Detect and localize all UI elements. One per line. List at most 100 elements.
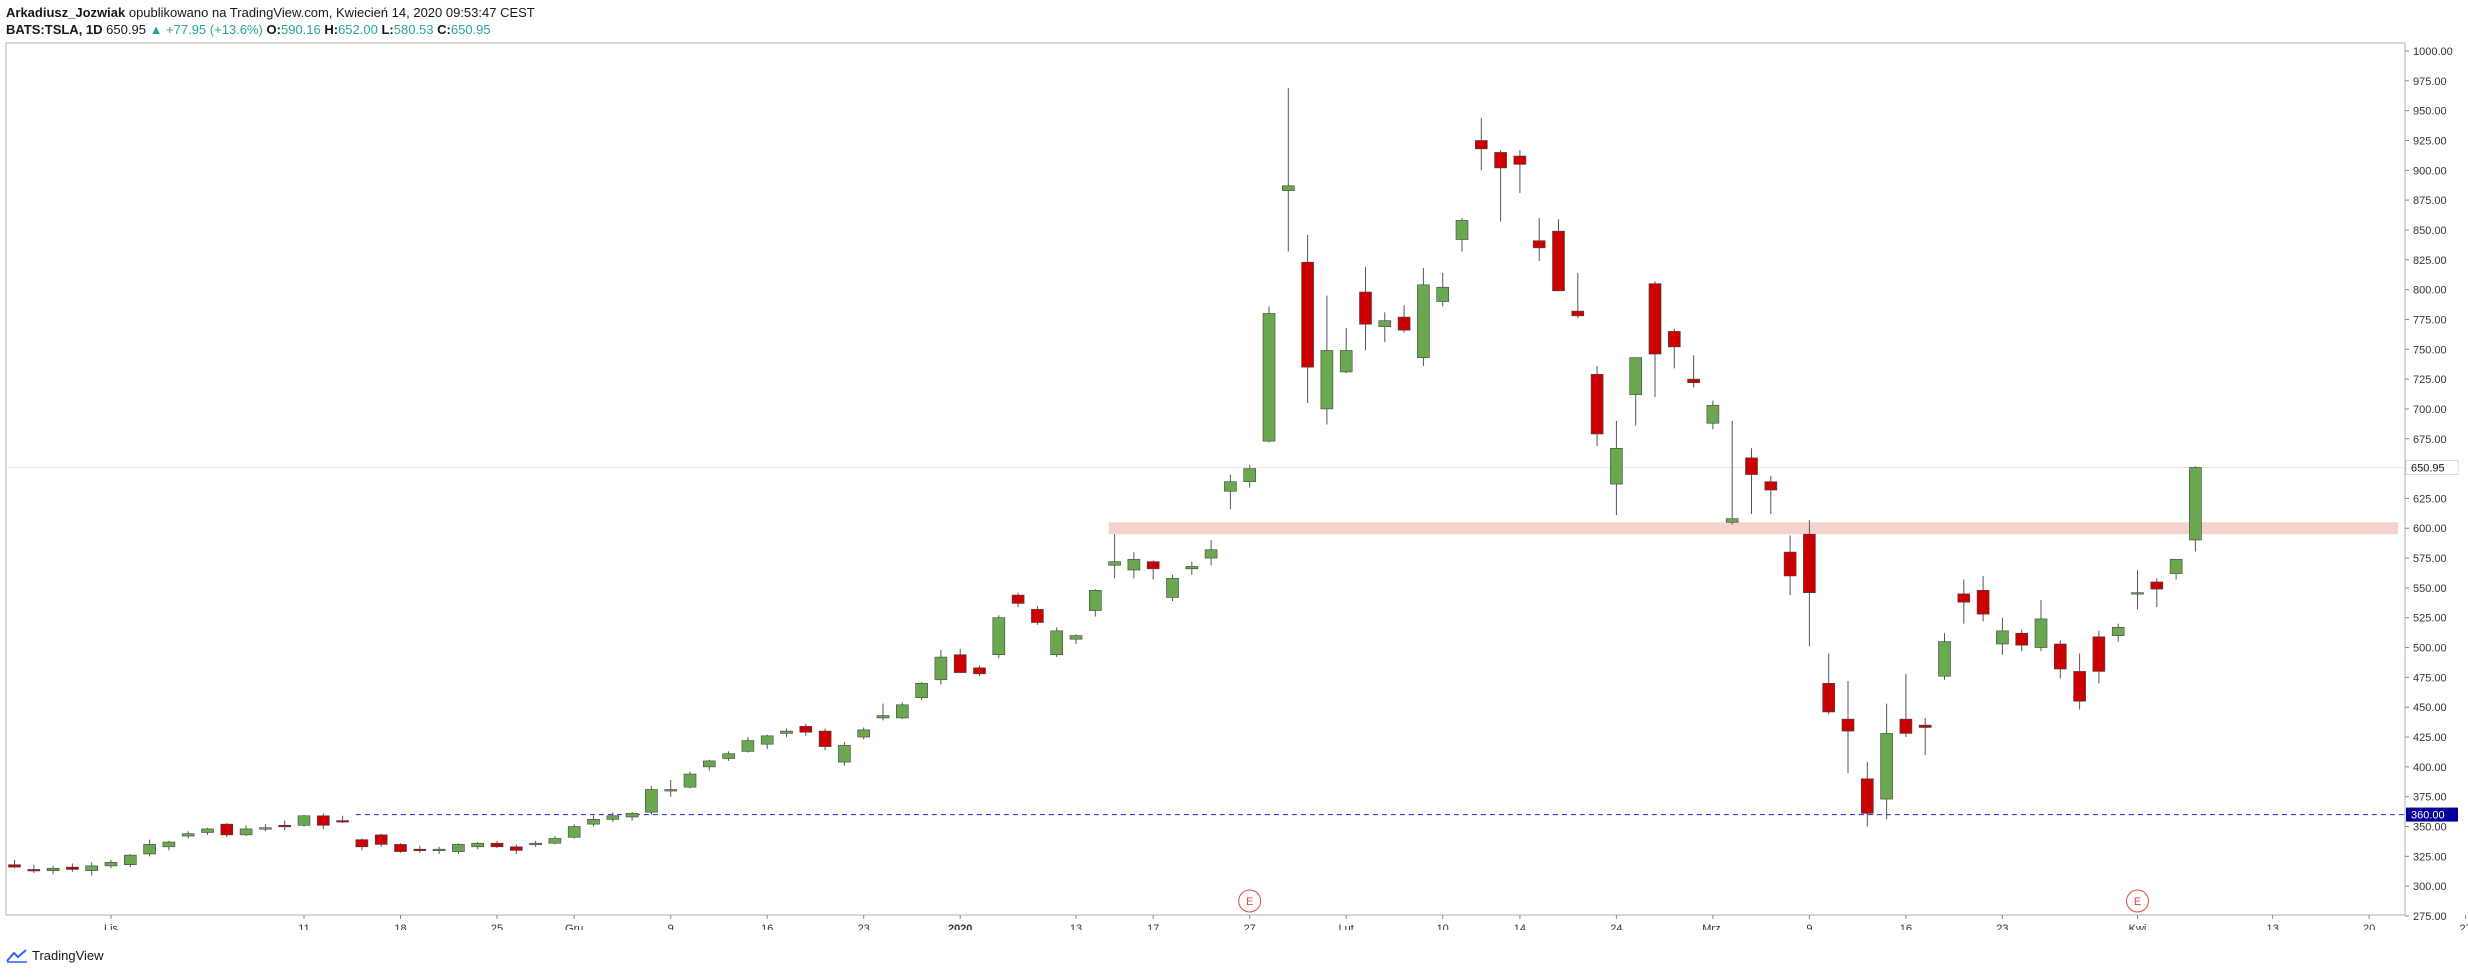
- support-price-tag: [2406, 807, 2458, 822]
- candle-up: [702, 760, 716, 768]
- candle-down: [2073, 671, 2086, 702]
- candle-up: [1629, 357, 1642, 395]
- candle-up: [1224, 481, 1237, 492]
- candle-down: [1957, 593, 1971, 603]
- y-tick-label: 375.00: [2413, 792, 2447, 804]
- candle-down: [1475, 140, 1488, 150]
- candle-up: [683, 773, 697, 788]
- candle-down: [1011, 594, 1025, 604]
- earnings-marker: [1238, 889, 1262, 913]
- candlestick-chart[interactable]: 1000.00 975.00 950.00 925.00 900.00 875.00 850…: [0, 0, 2468, 930]
- candle-up: [567, 826, 581, 838]
- y-tick-label: 850.00: [2413, 225, 2447, 237]
- candle-down: [66, 866, 79, 870]
- x-tick-label: 11: [298, 923, 309, 930]
- candle-up: [1455, 220, 1469, 240]
- candle-up: [838, 745, 851, 763]
- candle-down: [973, 667, 986, 675]
- candle-up: [1339, 350, 1353, 373]
- chart-header: Arkadiusz_Jozwiak opublikowano na Tradin…: [6, 4, 535, 38]
- symbol-info: BATS:TSLA, 1D 650.95 ▲ +77.95 (+13.6%) O…: [6, 21, 535, 38]
- candle-up: [992, 617, 1006, 656]
- y-tick-label: 525.00: [2413, 613, 2447, 625]
- candle-down: [1841, 718, 1855, 732]
- candle-up: [259, 827, 272, 830]
- candle-down: [1571, 310, 1585, 317]
- x-tick-label: 18: [394, 923, 406, 930]
- publish-info: Arkadiusz_Jozwiak opublikowano na Tradin…: [6, 4, 535, 21]
- candle-down: [2150, 581, 2164, 590]
- earnings-marker: [2126, 889, 2149, 913]
- candle-down: [1764, 481, 1778, 491]
- close-value: 650.95: [450, 22, 491, 37]
- x-tick-label: 23: [1996, 923, 2008, 930]
- candle-down: [1861, 778, 1874, 814]
- candle-up: [46, 867, 60, 871]
- candle-up: [857, 729, 871, 738]
- candle-up: [1185, 566, 1199, 570]
- candle-down: [1976, 589, 1990, 615]
- y-tick-label: 775.00: [2413, 314, 2447, 326]
- candle-up: [760, 735, 774, 745]
- candle-down: [1822, 683, 1835, 713]
- candle-down: [336, 820, 349, 823]
- close-label: C:: [437, 22, 451, 37]
- last-price-label: 650.95: [2411, 462, 2445, 474]
- candle-up: [529, 842, 542, 846]
- y-tick-label: 450.00: [2413, 702, 2447, 714]
- y-tick-label: 925.00: [2413, 135, 2447, 147]
- footer-brand[interactable]: TradingView: [6, 948, 104, 963]
- candle-up: [2131, 592, 2144, 595]
- candle-down: [1899, 718, 1913, 734]
- candle-up: [1996, 630, 2009, 645]
- y-tick-label: 500.00: [2413, 643, 2447, 655]
- last-price-tag: [2405, 460, 2459, 475]
- candle-down: [355, 839, 369, 848]
- x-tick-label: 24: [1610, 923, 1622, 930]
- candle-down: [1494, 152, 1507, 169]
- candle-up: [1262, 313, 1276, 442]
- support-price-label: 360.00: [2411, 810, 2445, 822]
- x-tick-label: Kwi: [2129, 923, 2147, 930]
- open-label: O:: [266, 22, 281, 37]
- candle-up: [432, 848, 446, 851]
- candle-down: [799, 725, 813, 733]
- x-tick-label: 27: [1244, 923, 1256, 930]
- y-tick-label: 600.00: [2413, 523, 2447, 535]
- symbol-label: BATS:TSLA, 1D: [6, 22, 103, 37]
- x-tick-label: Mrz.: [1702, 923, 1723, 930]
- y-tick-label: 475.00: [2413, 672, 2447, 684]
- candle-up: [1050, 630, 1063, 656]
- candle-down: [490, 842, 504, 848]
- x-tick-label: 20: [2363, 923, 2375, 930]
- candle-down: [1532, 240, 1546, 249]
- candle-down: [1783, 551, 1797, 577]
- y-tick-label: 300.00: [2413, 881, 2447, 893]
- candle-up: [1610, 448, 1623, 485]
- candle-up: [1204, 549, 1218, 559]
- candle-down: [220, 823, 234, 836]
- candle-up: [895, 704, 909, 719]
- x-tick-label: Gru: [565, 923, 583, 930]
- candle-up: [722, 753, 735, 759]
- candle-up: [452, 844, 465, 852]
- candle-up: [104, 862, 118, 867]
- candle-down: [1146, 561, 1160, 570]
- y-tick-label: 425.00: [2413, 732, 2447, 744]
- candle-down: [509, 846, 523, 851]
- candle-up: [606, 815, 620, 820]
- candle-up: [2189, 467, 2202, 541]
- y-tick-label: 700.00: [2413, 404, 2447, 416]
- resistance-zone: [1108, 522, 2398, 535]
- y-tick-label: 575.00: [2413, 553, 2447, 565]
- candle-up: [1243, 468, 1256, 483]
- author-name[interactable]: Arkadiusz_Jozwiak: [6, 5, 126, 20]
- y-tick-label: 825.00: [2413, 255, 2447, 267]
- candle-down: [2015, 632, 2028, 646]
- candle-up: [2034, 618, 2048, 648]
- price-change: ▲ +77.95 (+13.6%): [149, 22, 263, 37]
- candle-up: [1069, 635, 1083, 640]
- high-label: H:: [324, 22, 339, 37]
- publish-text: opublikowano na TradingView.com, Kwiecie…: [128, 5, 535, 20]
- x-tick-label: 9: [1806, 923, 1812, 930]
